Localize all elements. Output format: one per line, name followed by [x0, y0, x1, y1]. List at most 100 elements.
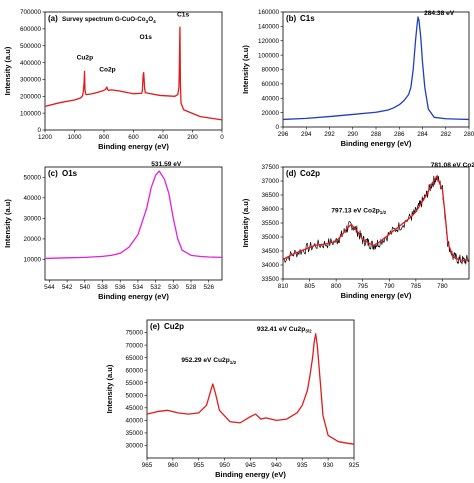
panel-title: Survey spectrum G-CuO-Co3O4	[62, 16, 156, 24]
y-tick-label: 400000	[20, 60, 42, 67]
peak-annotation: C1s	[177, 11, 189, 18]
y-tick-label: 40000	[261, 95, 279, 102]
x-tick-label: 290	[347, 131, 358, 138]
y-tick-label: 30000	[125, 443, 143, 450]
x-tick-label: 790	[384, 283, 395, 290]
peak-annotation: O1s	[139, 34, 152, 41]
peak-annotation: 531.59 eV	[151, 161, 182, 168]
x-axis-label: Binding energy (eV)	[215, 470, 286, 479]
y-tick-label: 60000	[261, 81, 279, 88]
x-tick-label: 0	[220, 134, 224, 141]
series-line	[44, 170, 223, 260]
y-axis-label: Intensity (a.u)	[3, 199, 12, 248]
chart-panel-e: 965 960 955 950 945 940 935 930 925 30000 35000 400…	[105, 319, 360, 479]
x-tick-label: 785	[411, 283, 422, 290]
y-tick-label: 600000	[20, 26, 42, 33]
y-tick-label: 33500	[261, 276, 279, 283]
x-tick-label: 292	[324, 131, 335, 138]
x-tick-label: 542	[62, 284, 73, 291]
y-tick-label: 500000	[20, 43, 42, 50]
plot-frame	[282, 166, 470, 280]
x-tick-label: 200	[187, 134, 198, 141]
y-tick-label: 37000	[261, 178, 279, 185]
y-tick-label: 50000	[23, 174, 41, 181]
x-tick-label: 940	[271, 462, 282, 469]
y-tick-label: 140000	[258, 24, 280, 31]
series-line	[44, 26, 223, 121]
peak-annotation: 932.41 eV Cu2p3/2	[257, 326, 312, 334]
x-tick-label: 286	[394, 131, 405, 138]
y-tick-label: 55000	[125, 380, 143, 387]
x-axis-label: Binding energy (eV)	[341, 291, 412, 300]
y-axis-label: Intensity (a.u)	[3, 46, 12, 95]
x-tick-label: 805	[304, 283, 315, 290]
y-tick-label: 160000	[258, 9, 280, 16]
x-tick-label: 800	[99, 134, 110, 141]
x-tick-label: 955	[193, 462, 204, 469]
y-tick-label: 700000	[20, 9, 42, 16]
plot-frame	[146, 319, 355, 459]
y-tick-label: 40000	[23, 195, 41, 202]
x-tick-label: 950	[219, 462, 230, 469]
x-tick-label: 800	[331, 283, 342, 290]
x-tick-label: 540	[80, 284, 91, 291]
peak-annotation: 284.38 eV	[424, 10, 455, 17]
y-tick-label: 200000	[20, 93, 42, 100]
panel-label: (d)	[286, 169, 297, 178]
series-line	[146, 333, 355, 445]
y-tick-label: 36000	[261, 206, 279, 213]
y-tick-label: 65000	[125, 355, 143, 362]
y-tick-label: 100000	[258, 52, 280, 59]
y-tick-label: 34500	[261, 248, 279, 255]
x-tick-label: 1200	[38, 134, 53, 141]
panel-title: C1s	[300, 14, 315, 23]
y-tick-label: 35500	[261, 220, 279, 227]
panel-title: Cu2p	[164, 322, 184, 331]
y-tick-label: 0	[275, 124, 279, 131]
panel-title: Co2p	[300, 169, 320, 178]
x-tick-label: 530	[168, 284, 179, 291]
y-tick-label: 75000	[125, 330, 143, 337]
y-tick-label: 40000	[125, 418, 143, 425]
plot-frame	[44, 11, 223, 131]
series-line	[282, 16, 470, 121]
x-tick-label: 810	[278, 283, 289, 290]
x-tick-label: 600	[128, 134, 139, 141]
x-tick-label: 534	[133, 284, 144, 291]
panel-title: O1s	[62, 169, 78, 178]
x-axis-label: Binding energy (eV)	[341, 139, 412, 148]
panel-label: (b)	[286, 14, 297, 23]
y-tick-label: 30000	[23, 216, 41, 223]
y-tick-label: 100000	[20, 110, 42, 117]
x-tick-label: 935	[297, 462, 308, 469]
x-tick-label: 288	[371, 131, 382, 138]
y-axis-label: Intensity (a.u)	[105, 364, 114, 413]
y-tick-label: 35000	[261, 234, 279, 241]
x-tick-label: 296	[278, 131, 289, 138]
panel-label: (a)	[48, 14, 58, 23]
y-tick-label: 10000	[23, 257, 41, 264]
series-line	[282, 176, 470, 262]
y-tick-label: 70000	[125, 342, 143, 349]
y-tick-label: 20000	[261, 110, 279, 117]
y-tick-label: 80000	[261, 67, 279, 74]
x-tick-label: 960	[168, 462, 179, 469]
y-axis-label: Intensity (a.u)	[241, 198, 250, 247]
x-tick-label: 795	[357, 283, 368, 290]
y-tick-label: 35000	[125, 430, 143, 437]
x-tick-label: 536	[115, 284, 126, 291]
chart-panel-a: 1200 1000 800 600 400 200 0 0 100000 200000 300000…	[3, 9, 224, 151]
peak-annotation: 781.08 eV Co2p3/2	[431, 162, 474, 170]
plot-frame	[282, 11, 470, 128]
x-tick-label: 538	[97, 284, 108, 291]
panel-label: (c)	[48, 169, 58, 178]
x-tick-label: 282	[440, 131, 451, 138]
x-tick-label: 284	[417, 131, 428, 138]
y-tick-label: 45000	[125, 405, 143, 412]
x-tick-label: 526	[203, 284, 214, 291]
x-tick-label: 780	[437, 283, 448, 290]
x-tick-label: 400	[158, 134, 169, 141]
y-tick-label: 20000	[23, 236, 41, 243]
y-axis-label: Intensity (a.u)	[241, 45, 250, 94]
